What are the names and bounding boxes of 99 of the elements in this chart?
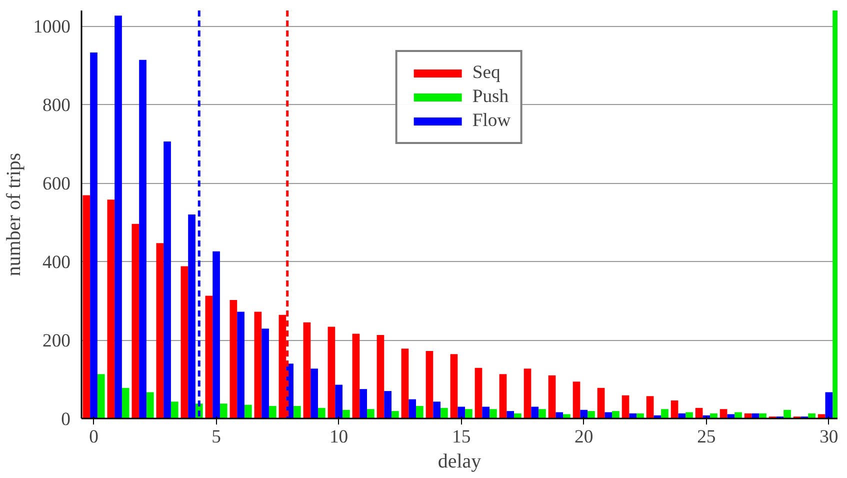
bar bbox=[416, 406, 424, 418]
bar bbox=[107, 200, 115, 418]
bar bbox=[612, 411, 620, 418]
bar bbox=[384, 391, 392, 418]
bar bbox=[604, 412, 612, 418]
y-tick-label: 400 bbox=[42, 252, 70, 274]
bar bbox=[597, 388, 605, 418]
bar bbox=[254, 312, 262, 418]
bar bbox=[825, 392, 833, 418]
y-tick-label: 600 bbox=[42, 174, 70, 195]
bar bbox=[490, 409, 497, 418]
bar bbox=[132, 224, 140, 418]
bar bbox=[636, 413, 644, 418]
legend-label: Push bbox=[472, 86, 509, 108]
bar bbox=[360, 389, 367, 418]
y-tick-label: 1000 bbox=[33, 16, 70, 38]
bar bbox=[556, 412, 564, 418]
bar bbox=[352, 334, 360, 418]
bar bbox=[506, 411, 514, 418]
bar bbox=[310, 368, 318, 418]
bar bbox=[548, 375, 556, 418]
bar bbox=[563, 414, 570, 418]
bar bbox=[237, 312, 244, 418]
x-tick-label: 0 bbox=[89, 426, 98, 448]
bar bbox=[366, 409, 374, 418]
bar bbox=[678, 413, 686, 418]
x-tick-label: 25 bbox=[697, 426, 716, 448]
bar bbox=[90, 52, 98, 418]
bar bbox=[646, 396, 654, 418]
x-tick-label: 20 bbox=[574, 426, 594, 448]
x-tick-label: 10 bbox=[329, 426, 348, 448]
x-tick-label: 30 bbox=[820, 426, 838, 448]
bar bbox=[720, 409, 728, 418]
bar bbox=[514, 413, 522, 418]
y-tick-label: 800 bbox=[42, 95, 70, 116]
bar bbox=[139, 60, 146, 418]
bar bbox=[82, 195, 90, 418]
legend-label: Seq bbox=[472, 62, 500, 84]
bar bbox=[122, 388, 130, 418]
bar bbox=[401, 348, 409, 418]
bar bbox=[752, 413, 760, 418]
bar bbox=[465, 409, 472, 418]
bar bbox=[433, 402, 441, 418]
bar bbox=[588, 411, 595, 418]
bar bbox=[695, 408, 703, 418]
bar bbox=[335, 384, 342, 418]
bar bbox=[622, 395, 630, 418]
bar bbox=[268, 406, 276, 418]
bar bbox=[212, 251, 220, 418]
bar bbox=[482, 406, 490, 418]
legend-label: Flow bbox=[472, 110, 511, 132]
bar bbox=[328, 326, 336, 418]
bar bbox=[188, 214, 196, 418]
bar bbox=[391, 411, 399, 418]
bar bbox=[572, 382, 580, 418]
x-tick-label: 5 bbox=[212, 426, 221, 448]
bar bbox=[426, 351, 434, 418]
y-axis-title: number of trips bbox=[3, 152, 26, 276]
bar bbox=[408, 399, 416, 418]
x-axis-title: delay bbox=[438, 450, 482, 472]
bar bbox=[230, 300, 238, 418]
bar bbox=[244, 404, 252, 418]
bar bbox=[262, 328, 269, 418]
bar bbox=[670, 400, 678, 418]
bar bbox=[458, 406, 466, 418]
bar bbox=[220, 404, 228, 418]
bar bbox=[342, 410, 350, 418]
bar bbox=[629, 413, 637, 418]
bar bbox=[376, 334, 384, 418]
bar bbox=[114, 16, 122, 418]
bar bbox=[164, 142, 171, 418]
y-tick-label: 200 bbox=[42, 330, 70, 352]
bar bbox=[531, 406, 539, 418]
bar bbox=[318, 408, 326, 418]
bar bbox=[524, 368, 532, 418]
bar bbox=[303, 322, 311, 418]
bar bbox=[686, 412, 693, 418]
bar bbox=[661, 409, 668, 418]
bar bbox=[440, 408, 448, 418]
bar bbox=[808, 413, 816, 418]
bar bbox=[734, 412, 742, 418]
x-tick-label: 15 bbox=[452, 426, 471, 448]
bar bbox=[538, 409, 546, 418]
bar bbox=[170, 402, 178, 418]
bar bbox=[97, 374, 105, 418]
bar bbox=[727, 414, 735, 418]
bar bbox=[499, 374, 507, 418]
bar bbox=[293, 406, 301, 418]
bar bbox=[474, 368, 482, 418]
bar bbox=[180, 266, 188, 418]
bar bbox=[156, 243, 164, 418]
bar bbox=[710, 413, 718, 418]
bar bbox=[205, 296, 213, 418]
y-tick-label: 0 bbox=[61, 409, 70, 430]
bar bbox=[450, 354, 458, 418]
bar bbox=[759, 413, 766, 418]
bar bbox=[580, 410, 588, 418]
bar bbox=[784, 410, 791, 418]
bar bbox=[146, 392, 154, 418]
